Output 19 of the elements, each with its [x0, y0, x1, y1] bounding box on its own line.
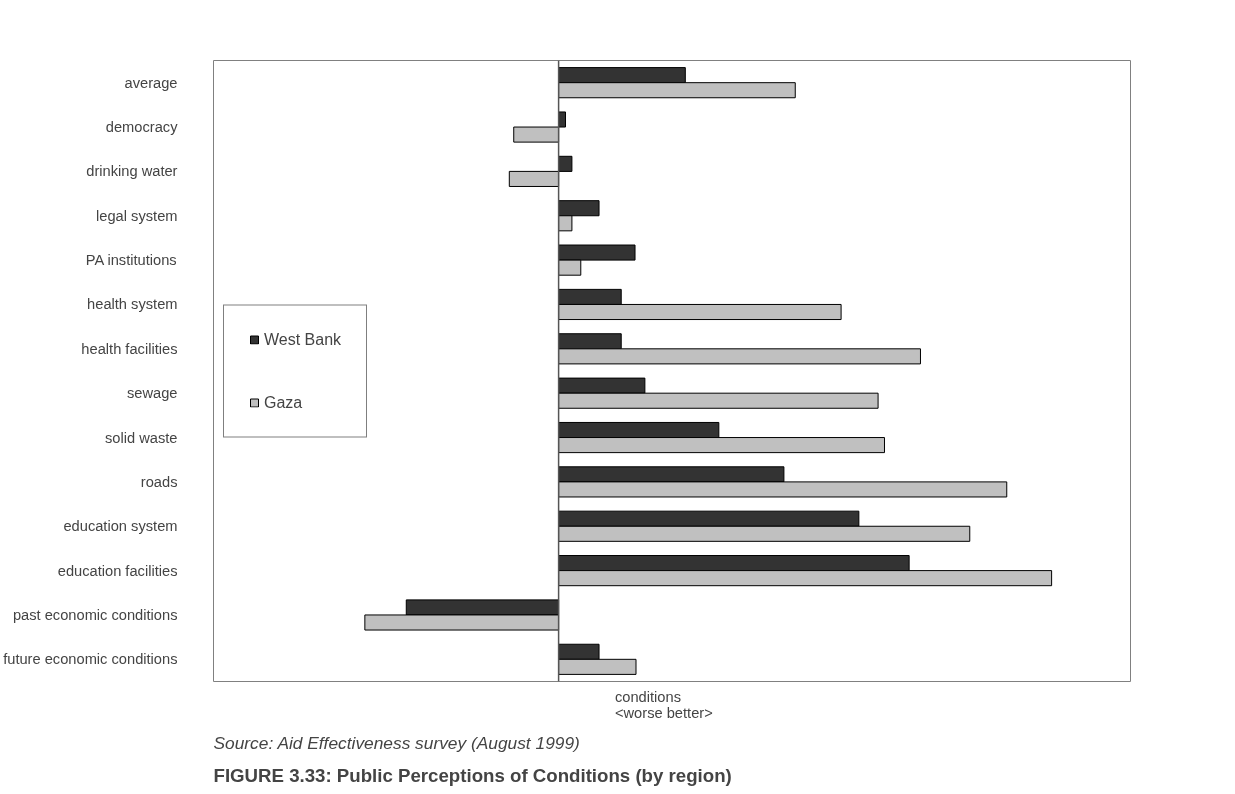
y-tick-label: health system: [87, 296, 178, 313]
y-tick-label: education facilities: [57, 562, 178, 579]
y-tick-label: democracy: [105, 119, 179, 136]
legend-label: Gaza: [264, 393, 303, 411]
x-axis-title: conditions <worse better>: [614, 688, 713, 721]
y-tick-label: average: [124, 74, 178, 91]
y-tick-label: solid waste: [105, 429, 178, 446]
y-tick-label: future economic conditions: [3, 651, 178, 668]
y-tick-label: roads: [140, 473, 178, 490]
source-note: Source: Aid Effectiveness survey (August 1999): [213, 732, 580, 753]
legend-label: West Bank: [264, 330, 342, 348]
y-tick-label: legal system: [96, 207, 178, 224]
y-tick-label: past economic conditions: [12, 606, 178, 623]
y-tick-label: drinking water: [86, 163, 178, 180]
y-tick-label: sewage: [126, 385, 178, 402]
y-tick-label: health facilities: [81, 340, 178, 357]
y-tick-label: education system: [63, 518, 178, 535]
text: FIGURE 3.33: Public Perceptions of Conditions (by region): [213, 764, 732, 786]
y-tick-label: PA institutions: [85, 252, 177, 269]
